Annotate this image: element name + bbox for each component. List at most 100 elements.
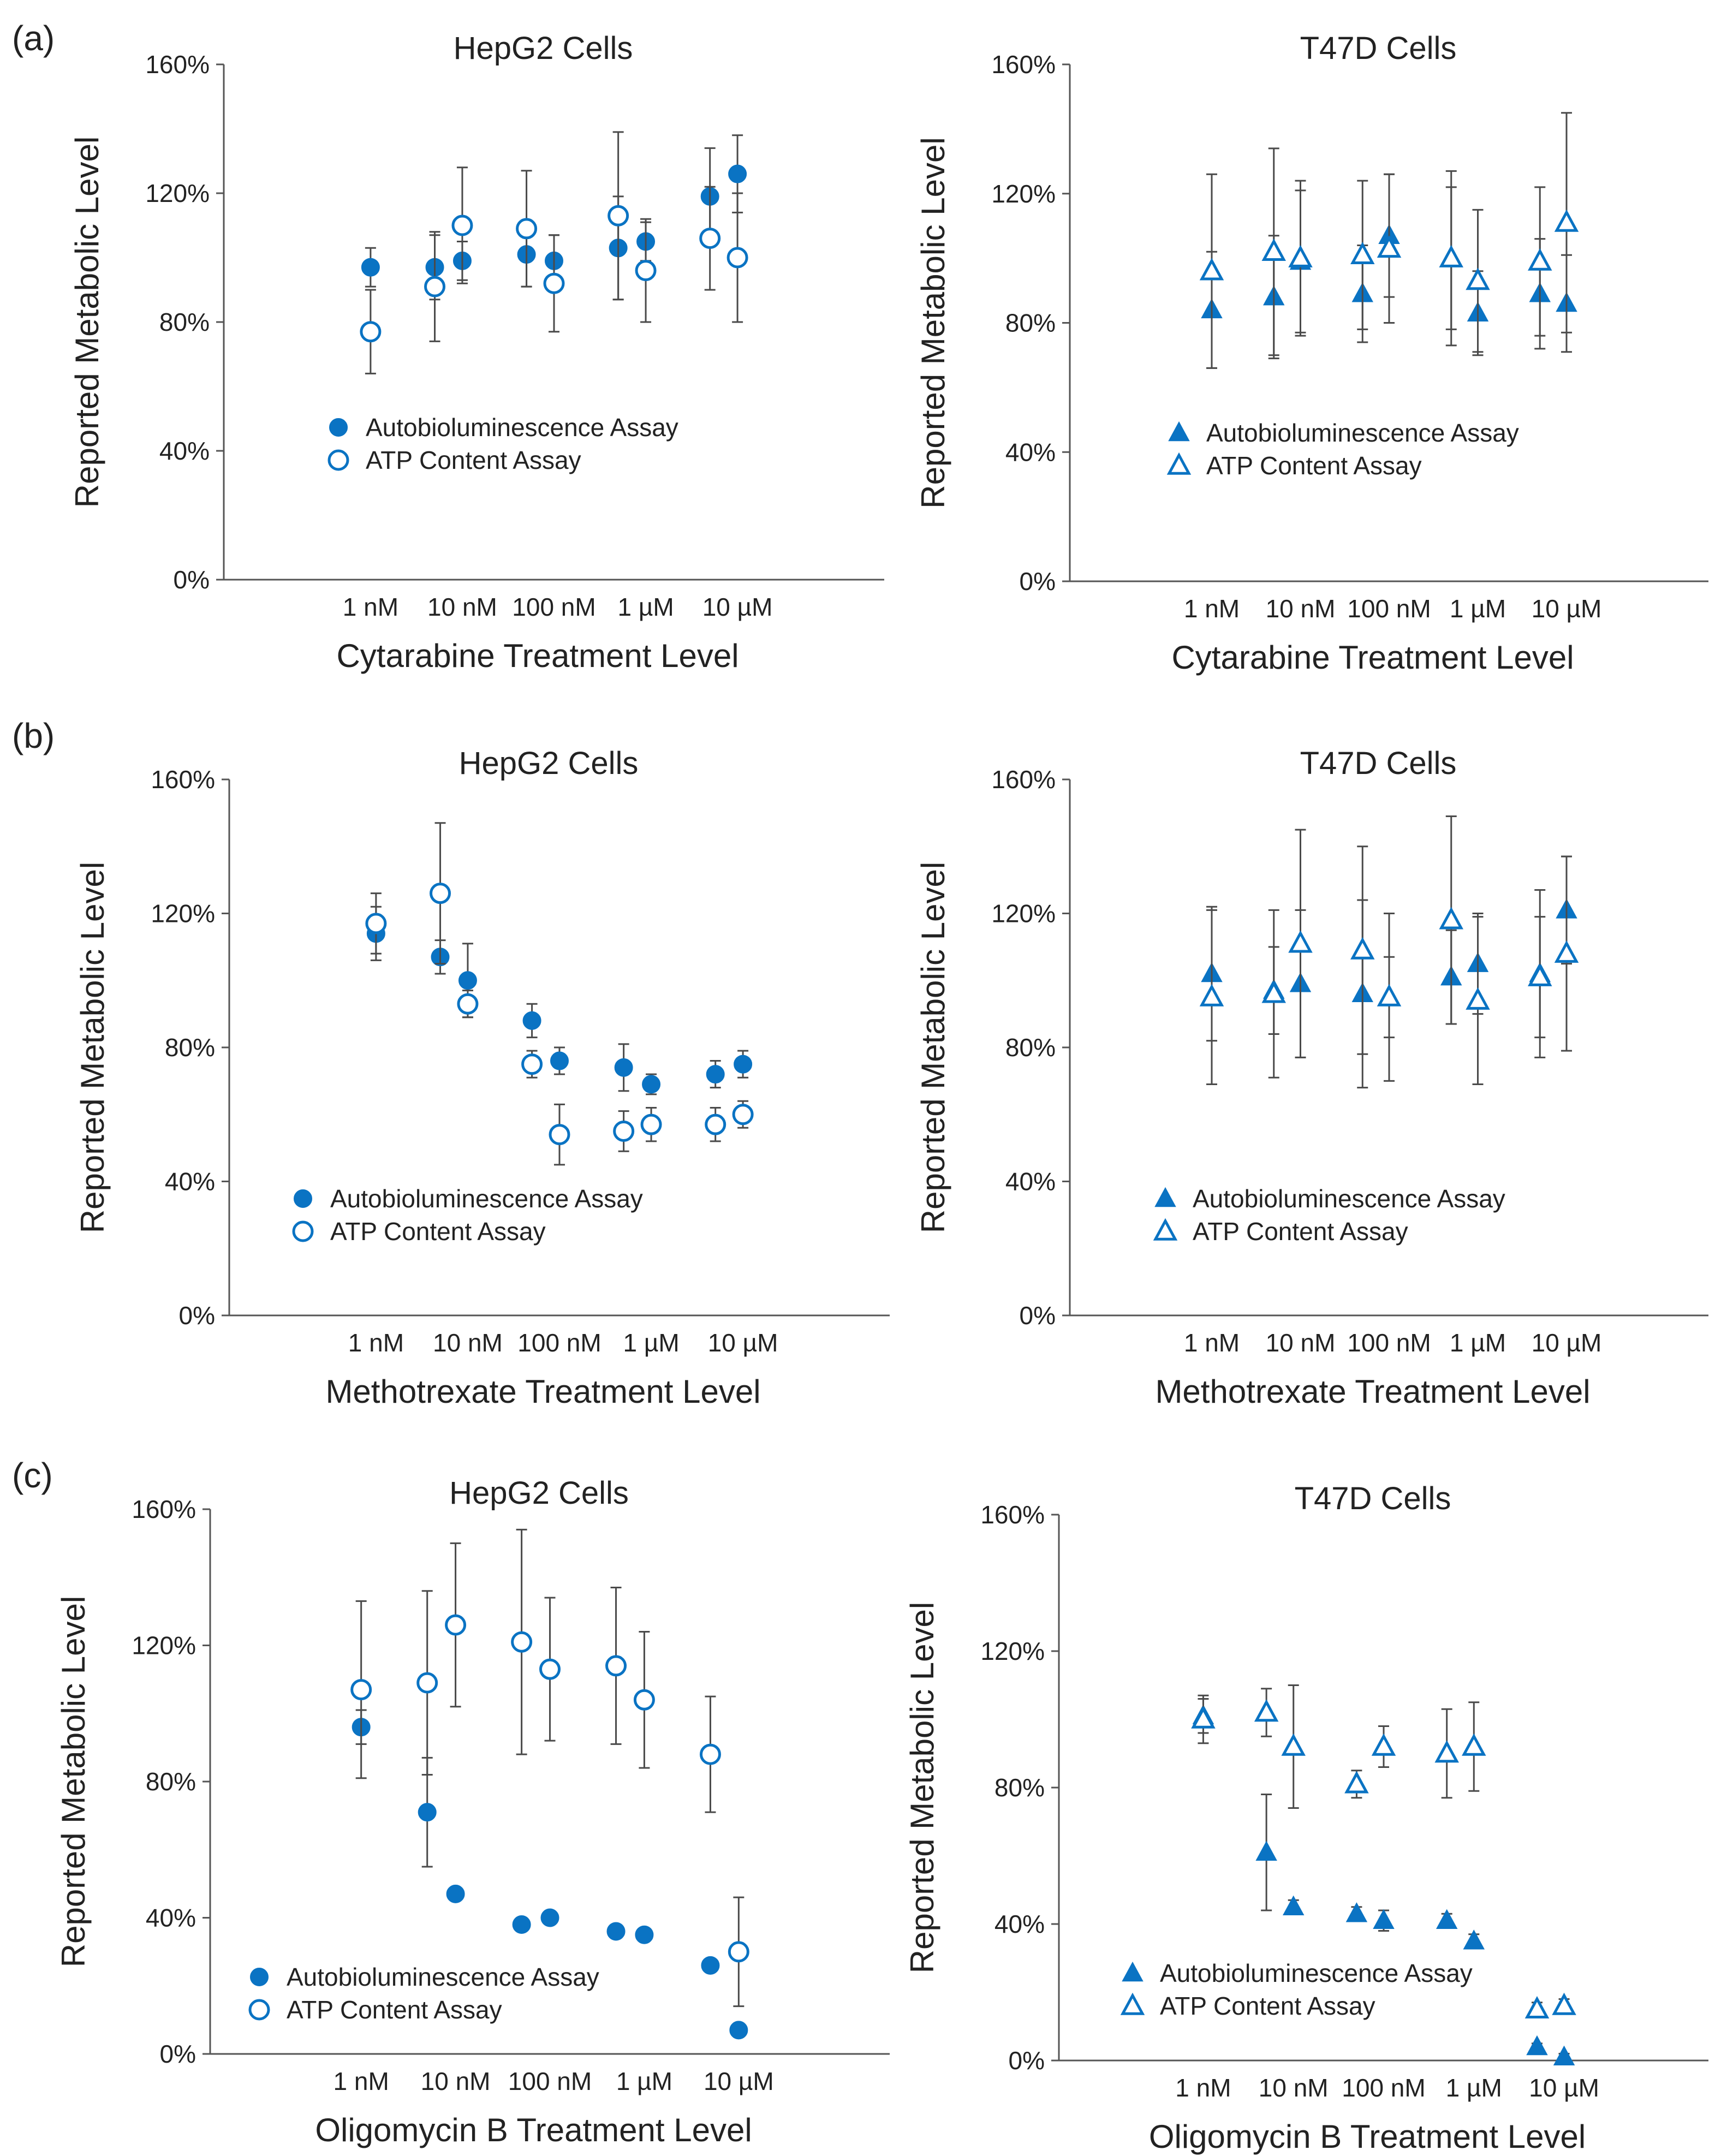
x-tick-label: 1 µM [1446, 2074, 1502, 2102]
data-point [1463, 1929, 1485, 1950]
legend-marker [1166, 452, 1192, 475]
panel-label-b: (b) [12, 716, 55, 755]
y-tick-label: 40% [994, 1910, 1045, 1938]
series-atp-content [1199, 815, 1579, 1086]
data-point [729, 2021, 748, 2040]
x-tick-label: 1 nM [348, 1329, 404, 1357]
series-atp-content [350, 1528, 749, 2008]
data-point [1371, 1733, 1396, 1756]
data-point [512, 1915, 531, 1934]
data-point [728, 164, 747, 183]
x-tick-label: 100 nM [512, 593, 595, 621]
data-point [635, 260, 657, 282]
data-point [522, 1011, 541, 1030]
legend-marker [248, 1999, 270, 2021]
x-tick-label: 10 µM [702, 593, 773, 621]
chart-title: T47D Cells [1300, 746, 1457, 781]
chart-title: T47D Cells [1295, 1481, 1451, 1516]
legend-marker [1153, 1218, 1178, 1241]
chart-a-t47d: 0% 40% 80% 120% 160% 1 nM 10 nM 100 nM 1 µM 10 µM… [915, 31, 1708, 676]
x-tick-label: 100 nM [1347, 594, 1431, 623]
x-axis-label: Oligomycin B Treatment Level [315, 2112, 752, 2148]
data-point [1462, 1733, 1486, 1756]
y-tick-label: 160% [991, 50, 1056, 79]
x-tick-label: 10 µM [708, 1329, 778, 1357]
x-axis-label: Cytarabine Treatment Level [336, 638, 739, 674]
panel-label-a: (a) [12, 19, 55, 58]
data-point [416, 1672, 438, 1694]
legend-marker [1168, 421, 1190, 442]
series-autobioluminescence [366, 906, 753, 1095]
x-axis-label: Methotrexate Treatment Level [325, 1373, 760, 1410]
data-point [1527, 963, 1552, 986]
data-point [365, 913, 387, 934]
x-tick-label: 10 nM [421, 2067, 491, 2095]
y-tick-label: 120% [132, 1631, 196, 1660]
data-point [699, 228, 721, 249]
data-point [516, 218, 538, 240]
data-point [457, 993, 479, 1015]
data-point [360, 321, 382, 343]
data-point [613, 1120, 635, 1142]
data-point [458, 971, 477, 990]
legend-label: ATP Content Assay [1160, 1992, 1375, 2020]
series-atp-content [360, 131, 748, 374]
data-point [1439, 245, 1464, 267]
data-point [1288, 245, 1313, 267]
x-tick-label: 1 µM [623, 1329, 679, 1357]
x-tick-label: 10 nM [433, 1329, 503, 1357]
legend-label: ATP Content Assay [1193, 1217, 1408, 1246]
x-axis-label: Cytarabine Treatment Level [1171, 639, 1574, 676]
data-point [1436, 1909, 1458, 1929]
y-axis-label: Reported Metabolic Level [55, 1596, 92, 1967]
data-point [1191, 1706, 1216, 1729]
data-point [1554, 209, 1579, 232]
y-tick-label: 120% [980, 1637, 1045, 1665]
data-point [608, 205, 629, 227]
data-point [1554, 940, 1579, 963]
y-tick-label: 0% [179, 1301, 215, 1330]
chart-title: HepG2 Cells [454, 31, 633, 66]
data-point [706, 1065, 725, 1084]
legend-marker [292, 1220, 314, 1242]
x-tick-label: 10 nM [427, 593, 497, 621]
x-tick-label: 10 µM [704, 2067, 774, 2095]
y-tick-label: 80% [1005, 309, 1056, 337]
series-atp-content [365, 822, 754, 1166]
data-point [1524, 1996, 1550, 2018]
data-point [350, 1679, 372, 1701]
y-tick-label: 160% [145, 50, 210, 79]
y-tick-label: 0% [1020, 1301, 1056, 1330]
x-tick-label: 100 nM [1347, 1329, 1431, 1357]
legend: Autobioluminescence Assay ATP Content Ass… [292, 1184, 643, 1246]
x-tick-label: 100 nM [508, 2067, 592, 2095]
data-point [550, 1051, 569, 1070]
data-point [614, 1058, 633, 1077]
data-point [361, 258, 380, 277]
data-point [1199, 984, 1224, 1006]
chart-title: HepG2 Cells [449, 1475, 629, 1511]
y-axis-label: Reported Metabolic Level [69, 136, 105, 508]
data-point [1373, 1909, 1395, 1929]
legend-label: Autobioluminescence Assay [366, 413, 678, 442]
data-point [424, 276, 446, 297]
series-atp-content [1191, 1684, 1576, 2018]
legend-marker [329, 418, 348, 437]
x-tick-label: 100 nM [1342, 2074, 1425, 2102]
y-axis-label: Reported Metabolic Level [74, 862, 111, 1233]
data-point [1377, 984, 1402, 1006]
data-point [1199, 258, 1224, 281]
y-tick-label: 80% [165, 1033, 215, 1062]
legend-marker [1120, 1992, 1145, 2015]
y-tick-label: 80% [1005, 1033, 1056, 1062]
data-point [1466, 267, 1490, 290]
y-tick-label: 40% [159, 437, 210, 465]
data-point [734, 1055, 753, 1074]
data-point [539, 1658, 561, 1680]
x-tick-label: 10 µM [1529, 2074, 1599, 2102]
x-tick-label: 1 µM [616, 2067, 672, 2095]
chart-c-hepg2: 0% 40% 80% 120% 160% 1 nM 10 nM 100 nM 1 µM 10 µM… [55, 1475, 890, 2148]
x-tick-label: 1 nM [1175, 2074, 1231, 2102]
chart-title: HepG2 Cells [459, 746, 639, 781]
data-point [1439, 907, 1464, 930]
